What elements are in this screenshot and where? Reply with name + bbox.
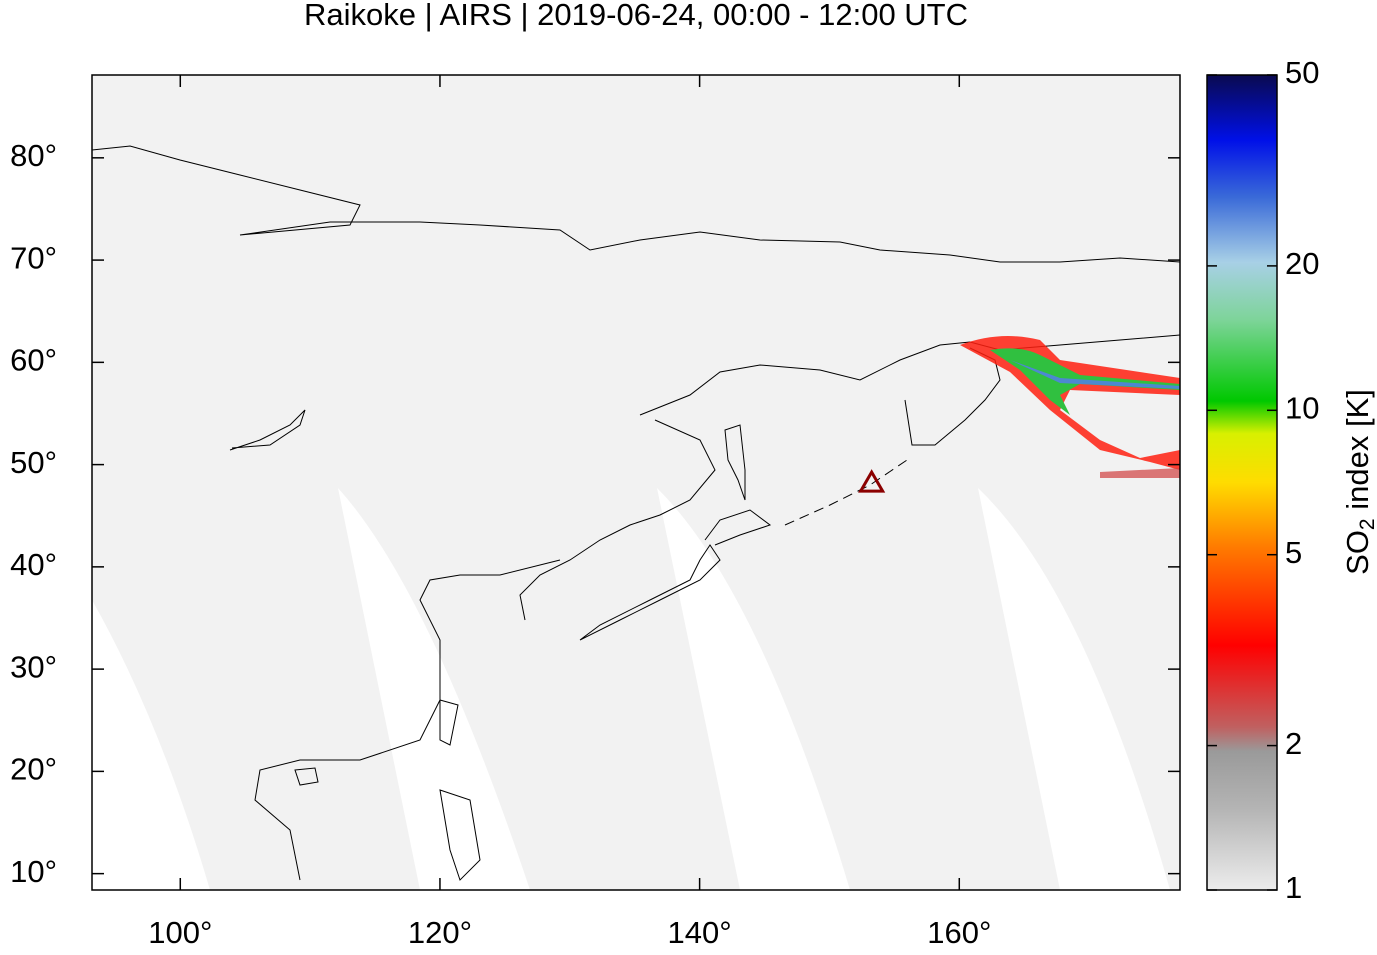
colorbar-label: SO2 index [K] bbox=[1340, 389, 1377, 575]
plot-frame bbox=[91, 74, 1181, 891]
colorbar-label-text: SO bbox=[1340, 530, 1375, 575]
coastline bbox=[724, 424, 746, 501]
swath-gap bbox=[657, 488, 850, 890]
volcano-marker bbox=[858, 469, 886, 493]
coastline bbox=[229, 409, 306, 451]
coastline bbox=[704, 509, 772, 546]
coastline bbox=[92, 145, 1180, 263]
plume bbox=[1100, 468, 1180, 478]
y-tick-label: 50° bbox=[10, 445, 57, 480]
x-tick-label: 120° bbox=[408, 915, 472, 950]
colorbar-label-text: index [K] bbox=[1340, 389, 1375, 518]
swath-gap bbox=[338, 488, 530, 890]
coastline bbox=[579, 544, 721, 641]
coastline bbox=[639, 334, 1180, 416]
colorbar-tick-label: 10 bbox=[1285, 390, 1319, 425]
y-tick-label: 60° bbox=[10, 343, 57, 378]
x-tick-label: 160° bbox=[927, 915, 991, 950]
y-tick-label: 40° bbox=[10, 547, 57, 582]
map-area bbox=[92, 75, 1180, 890]
colorbar-tick-label: 1 bbox=[1285, 870, 1302, 905]
chart-title: Raikoke | AIRS | 2019-06-24, 00:00 - 12:… bbox=[304, 0, 968, 32]
plume bbox=[1010, 360, 1180, 389]
colorbar-label-subscript: 2 bbox=[1356, 518, 1377, 530]
colorbar-tick-label: 50 bbox=[1285, 55, 1319, 90]
x-tick-label: 140° bbox=[668, 915, 732, 950]
y-tick-label: 70° bbox=[10, 240, 57, 275]
y-tick-label: 20° bbox=[10, 752, 57, 787]
coastline bbox=[254, 419, 716, 881]
swath-gap bbox=[92, 600, 210, 890]
colorbar-tick-label: 5 bbox=[1285, 535, 1302, 570]
x-tick-label: 100° bbox=[148, 915, 212, 950]
plume bbox=[960, 336, 1180, 470]
y-tick-label: 80° bbox=[10, 138, 57, 173]
coastline bbox=[294, 699, 481, 881]
y-tick-label: 30° bbox=[10, 649, 57, 684]
colorbar bbox=[1206, 74, 1278, 891]
map-background bbox=[92, 75, 1180, 890]
colorbar-tick-label: 20 bbox=[1285, 246, 1319, 281]
y-tick-label: 10° bbox=[10, 854, 57, 889]
colorbar-tick-label: 2 bbox=[1285, 726, 1302, 761]
coastline bbox=[784, 457, 911, 526]
swath-gap bbox=[978, 488, 1170, 890]
